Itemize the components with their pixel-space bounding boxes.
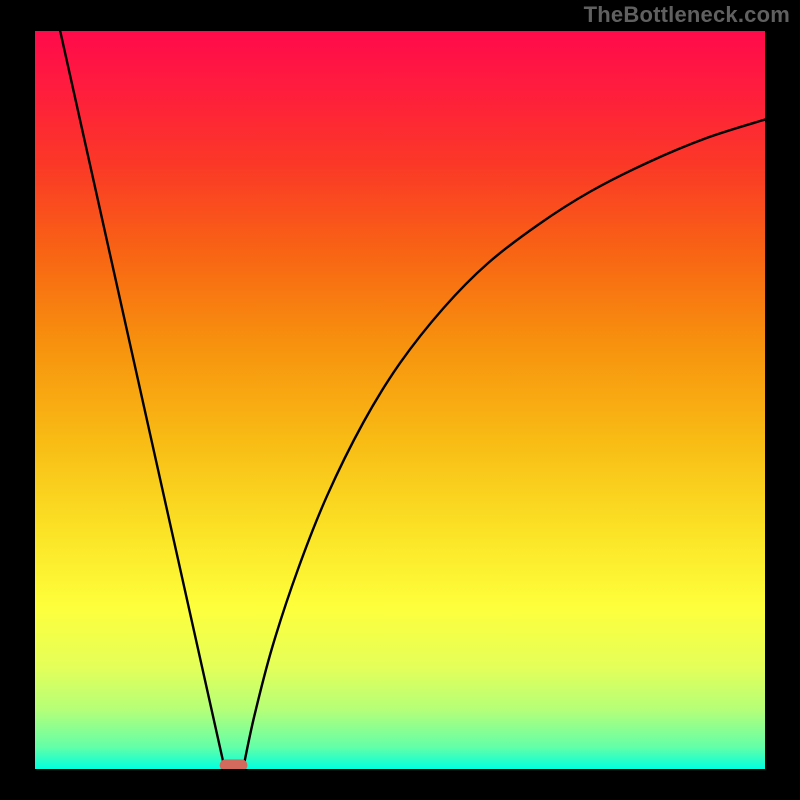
plot-area [35,31,765,769]
curve-left-branch [57,31,225,769]
chart-container: TheBottleneck.com [0,0,800,800]
curve-layer [35,31,765,769]
curve-right-branch [243,120,765,769]
minimum-marker [220,759,248,769]
watermark-text: TheBottleneck.com [584,2,790,28]
